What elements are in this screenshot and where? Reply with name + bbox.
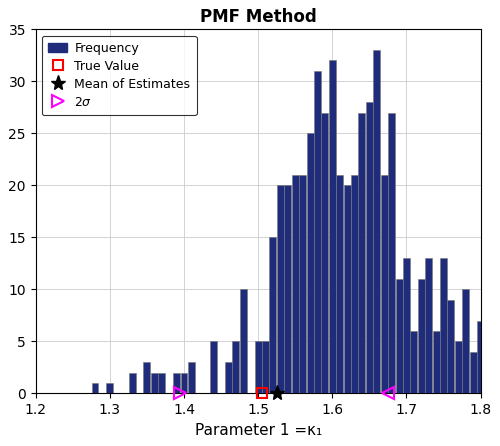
Bar <box>144 362 150 393</box>
Bar <box>440 258 447 393</box>
Legend: Frequency, True Value, Mean of Estimates, 2$\sigma$: Frequency, True Value, Mean of Estimates… <box>42 36 196 115</box>
Bar <box>225 362 232 393</box>
Bar <box>425 258 432 393</box>
Bar <box>374 50 380 393</box>
Bar <box>299 175 306 393</box>
Bar <box>173 372 180 393</box>
Bar <box>477 321 484 393</box>
Bar <box>151 372 158 393</box>
Bar <box>396 279 402 393</box>
Bar <box>322 112 328 393</box>
Bar <box>432 331 440 393</box>
Bar <box>470 352 476 393</box>
Bar <box>336 175 343 393</box>
Bar <box>366 102 373 393</box>
Bar <box>262 341 269 393</box>
Title: PMF Method: PMF Method <box>200 8 316 26</box>
Bar <box>240 289 247 393</box>
Bar <box>344 186 350 393</box>
Bar <box>484 362 492 393</box>
Bar <box>232 341 239 393</box>
Bar <box>380 175 388 393</box>
Bar <box>448 300 454 393</box>
Bar <box>410 331 418 393</box>
Bar <box>180 372 188 393</box>
Bar <box>492 372 499 393</box>
Bar <box>306 133 314 393</box>
Bar <box>92 383 98 393</box>
Bar <box>188 362 195 393</box>
Bar <box>358 112 366 393</box>
Bar <box>455 341 462 393</box>
Bar <box>284 186 292 393</box>
Bar <box>418 279 425 393</box>
Bar <box>210 341 217 393</box>
Bar <box>106 383 114 393</box>
Bar <box>403 258 410 393</box>
Bar <box>329 61 336 393</box>
Bar <box>292 175 298 393</box>
Bar <box>270 237 276 393</box>
Bar <box>388 112 395 393</box>
Bar <box>158 372 165 393</box>
Bar <box>277 186 284 393</box>
Bar <box>314 71 321 393</box>
Bar <box>462 289 469 393</box>
Bar <box>254 341 262 393</box>
Bar <box>351 175 358 393</box>
X-axis label: Parameter 1 =κ₁: Parameter 1 =κ₁ <box>194 423 322 438</box>
Bar <box>128 372 136 393</box>
